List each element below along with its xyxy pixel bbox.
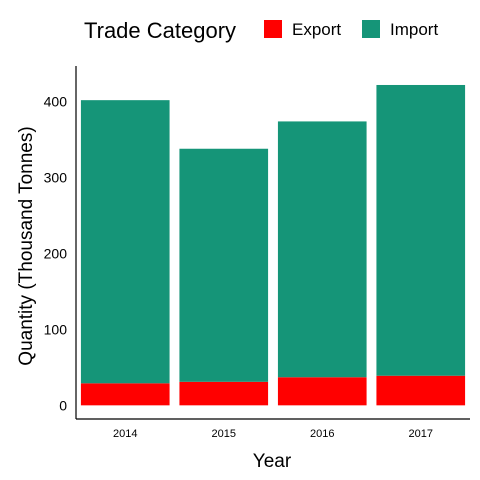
- y-axis-label: Quantity (Thousand Tonnes): [16, 126, 37, 365]
- y-tick-labels: 0 100 200 300 400: [44, 94, 68, 414]
- x-axis-label: Year: [253, 451, 292, 472]
- y-tick-label-100: 100: [44, 321, 68, 337]
- bars-group: [80, 84, 466, 406]
- bar-import-2017: [376, 84, 466, 376]
- legend-swatch-export: [264, 20, 282, 38]
- bar-export-2017: [376, 375, 466, 406]
- x-tick-label-2014: 2014: [113, 428, 137, 440]
- y-tick-label-0: 0: [59, 397, 67, 413]
- legend-title: Trade Category: [84, 18, 236, 43]
- bar-export-2015: [179, 381, 269, 406]
- bar-import-2015: [179, 148, 269, 382]
- bar-import-2016: [277, 121, 367, 378]
- legend-label-export: Export: [292, 20, 341, 39]
- legend: Trade Category Export Import: [84, 18, 438, 43]
- y-tick-label-300: 300: [44, 170, 68, 186]
- x-tick-label-2017: 2017: [409, 428, 433, 440]
- x-tick-label-2015: 2015: [212, 428, 236, 440]
- bar-export-2016: [277, 377, 367, 406]
- y-tick-label-200: 200: [44, 246, 68, 262]
- bar-export-2014: [80, 383, 170, 406]
- legend-label-import: Import: [390, 20, 438, 39]
- legend-swatch-import: [362, 20, 380, 38]
- bar-import-2014: [80, 100, 170, 384]
- y-tick-label-400: 400: [44, 94, 68, 110]
- x-tick-label-2016: 2016: [310, 428, 334, 440]
- x-tick-labels: 2014 2015 2016 2017: [113, 428, 433, 440]
